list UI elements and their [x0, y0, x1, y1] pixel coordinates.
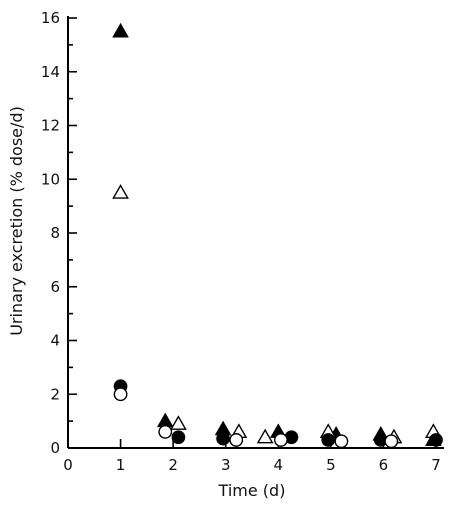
x-tick-label: 7: [431, 456, 441, 474]
x-tick-label: 3: [221, 456, 231, 474]
x-tick-label: 1: [116, 456, 126, 474]
x-axis-ticks: 0 1 2 3 4 5 6 7: [63, 439, 441, 474]
y-tick-label: 4: [50, 332, 60, 350]
point-open-circle: [274, 433, 288, 447]
y-axis-title: Urinary excretion (% dose/d): [7, 106, 26, 336]
point-open-triangle: [112, 184, 129, 199]
point-open-circle: [229, 433, 244, 447]
y-tick-label: 12: [41, 117, 60, 135]
point-filled-circle: [321, 433, 336, 447]
axes: [67, 16, 444, 449]
y-tick-label: 10: [41, 170, 60, 188]
y-tick-label: 0: [50, 439, 60, 457]
point-open-circle: [158, 424, 173, 439]
y-tick-label: 14: [41, 63, 60, 81]
data-points: [112, 22, 443, 449]
x-tick-label: 2: [168, 456, 178, 474]
y-axis-ticks: 0 2 4 6 8 10 12 14 16: [41, 9, 77, 457]
point-open-circle: [384, 434, 399, 449]
point-open-triangle: [256, 428, 274, 444]
point-open-triangle: [169, 415, 187, 430]
y-tick-label: 2: [50, 385, 60, 403]
point-open-circle: [334, 434, 349, 449]
point-open-circle: [113, 387, 128, 402]
y-tick-label: 6: [50, 278, 60, 296]
y-tick-label: 16: [41, 9, 60, 27]
point-filled-circle: [171, 430, 186, 445]
point-filled-circle: [429, 433, 443, 447]
point-filled-circle: [216, 431, 230, 446]
x-axis-title: Time (d): [218, 481, 286, 500]
x-tick-label: 0: [63, 456, 73, 474]
x-tick-label: 4: [274, 456, 284, 474]
point-filled-triangle: [156, 412, 174, 428]
point-filled-triangle: [112, 22, 129, 38]
y-tick-label: 8: [50, 224, 60, 242]
x-tick-label: 6: [379, 456, 389, 474]
x-tick-label: 5: [326, 456, 336, 474]
